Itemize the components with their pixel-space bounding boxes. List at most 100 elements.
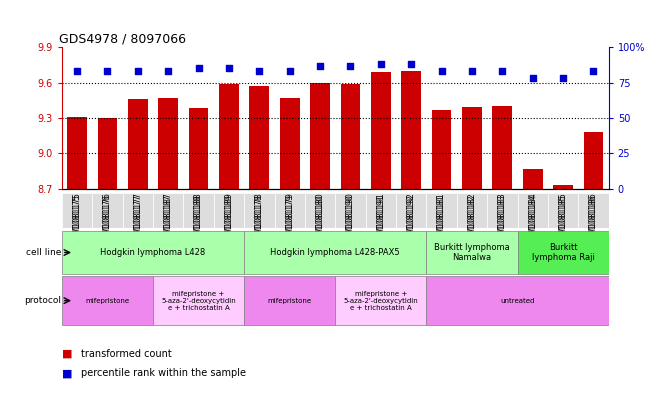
FancyBboxPatch shape	[335, 193, 366, 228]
Text: GSM1081186: GSM1081186	[589, 194, 598, 245]
Text: GDS4978 / 8097066: GDS4978 / 8097066	[59, 33, 186, 46]
Text: mifepristone +
5-aza-2'-deoxycytidin
e + trichostatin A: mifepristone + 5-aza-2'-deoxycytidin e +…	[344, 291, 418, 310]
Point	[467, 68, 477, 74]
FancyBboxPatch shape	[518, 193, 548, 228]
Point	[589, 68, 599, 74]
Text: GSM1081185: GSM1081185	[559, 193, 568, 243]
FancyBboxPatch shape	[62, 231, 244, 274]
FancyBboxPatch shape	[426, 193, 457, 228]
Point	[406, 61, 417, 67]
Point	[193, 65, 204, 72]
Bar	[128, 99, 148, 189]
Text: GSM1081182: GSM1081182	[467, 194, 477, 245]
Text: GSM1081175: GSM1081175	[72, 193, 81, 243]
Point	[133, 68, 143, 74]
Text: GSM1081191: GSM1081191	[376, 194, 385, 245]
Text: GSM1081176: GSM1081176	[103, 194, 112, 245]
Bar	[523, 169, 542, 189]
Text: GSM1081181: GSM1081181	[437, 193, 446, 243]
Bar	[249, 86, 270, 189]
FancyBboxPatch shape	[184, 193, 214, 228]
FancyBboxPatch shape	[487, 193, 518, 228]
Point	[345, 62, 355, 69]
FancyBboxPatch shape	[426, 276, 609, 325]
Text: GSM1081184: GSM1081184	[528, 194, 537, 245]
Text: Burkitt lymphoma
Namalwa: Burkitt lymphoma Namalwa	[434, 243, 510, 262]
Text: GSM1081189: GSM1081189	[225, 193, 234, 243]
Text: GSM1081176: GSM1081176	[103, 193, 112, 243]
FancyBboxPatch shape	[244, 231, 426, 274]
Text: GSM1081188: GSM1081188	[194, 194, 203, 245]
Point	[527, 75, 538, 81]
Text: GSM1081189: GSM1081189	[225, 194, 234, 245]
Text: GSM1081192: GSM1081192	[407, 193, 416, 243]
FancyBboxPatch shape	[153, 276, 244, 325]
FancyBboxPatch shape	[214, 193, 244, 228]
Bar	[492, 106, 512, 189]
Point	[163, 68, 173, 74]
Text: GSM1081187: GSM1081187	[163, 193, 173, 243]
Point	[497, 68, 508, 74]
Text: GSM1081183: GSM1081183	[498, 193, 507, 243]
FancyBboxPatch shape	[335, 276, 426, 325]
Text: GSM1081190: GSM1081190	[346, 194, 355, 245]
FancyBboxPatch shape	[275, 193, 305, 228]
Point	[376, 61, 386, 67]
Text: Hodgkin lymphoma L428: Hodgkin lymphoma L428	[100, 248, 206, 257]
Text: GSM1081180: GSM1081180	[316, 193, 325, 243]
Bar	[401, 71, 421, 189]
FancyBboxPatch shape	[518, 231, 609, 274]
Text: GSM1081183: GSM1081183	[498, 194, 507, 245]
Point	[72, 68, 82, 74]
FancyBboxPatch shape	[457, 193, 487, 228]
Text: GSM1081185: GSM1081185	[559, 194, 568, 245]
Text: GSM1081180: GSM1081180	[316, 194, 325, 245]
FancyBboxPatch shape	[578, 193, 609, 228]
Bar	[371, 72, 391, 189]
Bar	[158, 98, 178, 189]
Text: GSM1081191: GSM1081191	[376, 193, 385, 243]
Bar	[219, 84, 239, 189]
Text: GSM1081179: GSM1081179	[285, 194, 294, 245]
FancyBboxPatch shape	[92, 193, 122, 228]
Text: GSM1081181: GSM1081181	[437, 194, 446, 245]
Text: GSM1081177: GSM1081177	[133, 193, 143, 243]
Text: ■: ■	[62, 368, 72, 378]
Bar	[340, 84, 361, 189]
Text: percentile rank within the sample: percentile rank within the sample	[81, 368, 246, 378]
Text: GSM1081178: GSM1081178	[255, 193, 264, 243]
Bar	[67, 117, 87, 189]
Text: GSM1081182: GSM1081182	[467, 193, 477, 243]
Text: mifepristone +
5-aza-2'-deoxycytidin
e + trichostatin A: mifepristone + 5-aza-2'-deoxycytidin e +…	[161, 291, 236, 310]
FancyBboxPatch shape	[366, 193, 396, 228]
Text: GSM1081177: GSM1081177	[133, 194, 143, 245]
Point	[254, 68, 264, 74]
FancyBboxPatch shape	[244, 193, 275, 228]
Text: GSM1081188: GSM1081188	[194, 193, 203, 243]
Text: GSM1081186: GSM1081186	[589, 193, 598, 243]
Bar	[462, 107, 482, 189]
Text: protocol: protocol	[24, 296, 61, 305]
FancyBboxPatch shape	[244, 276, 335, 325]
FancyBboxPatch shape	[548, 193, 578, 228]
Text: ■: ■	[62, 349, 72, 359]
FancyBboxPatch shape	[396, 193, 426, 228]
Point	[315, 62, 326, 69]
Bar	[98, 118, 117, 189]
Point	[224, 65, 234, 72]
FancyBboxPatch shape	[153, 193, 184, 228]
Bar	[311, 83, 330, 189]
FancyBboxPatch shape	[122, 193, 153, 228]
Text: GSM1081178: GSM1081178	[255, 194, 264, 245]
Text: untreated: untreated	[501, 298, 534, 304]
Point	[436, 68, 447, 74]
Text: GSM1081184: GSM1081184	[528, 193, 537, 243]
FancyBboxPatch shape	[305, 193, 335, 228]
Text: GSM1081192: GSM1081192	[407, 194, 416, 245]
Bar	[432, 110, 452, 189]
Bar	[189, 108, 208, 189]
Point	[102, 68, 113, 74]
Bar	[553, 185, 573, 189]
Bar	[280, 98, 299, 189]
Text: mifepristone: mifepristone	[268, 298, 312, 304]
